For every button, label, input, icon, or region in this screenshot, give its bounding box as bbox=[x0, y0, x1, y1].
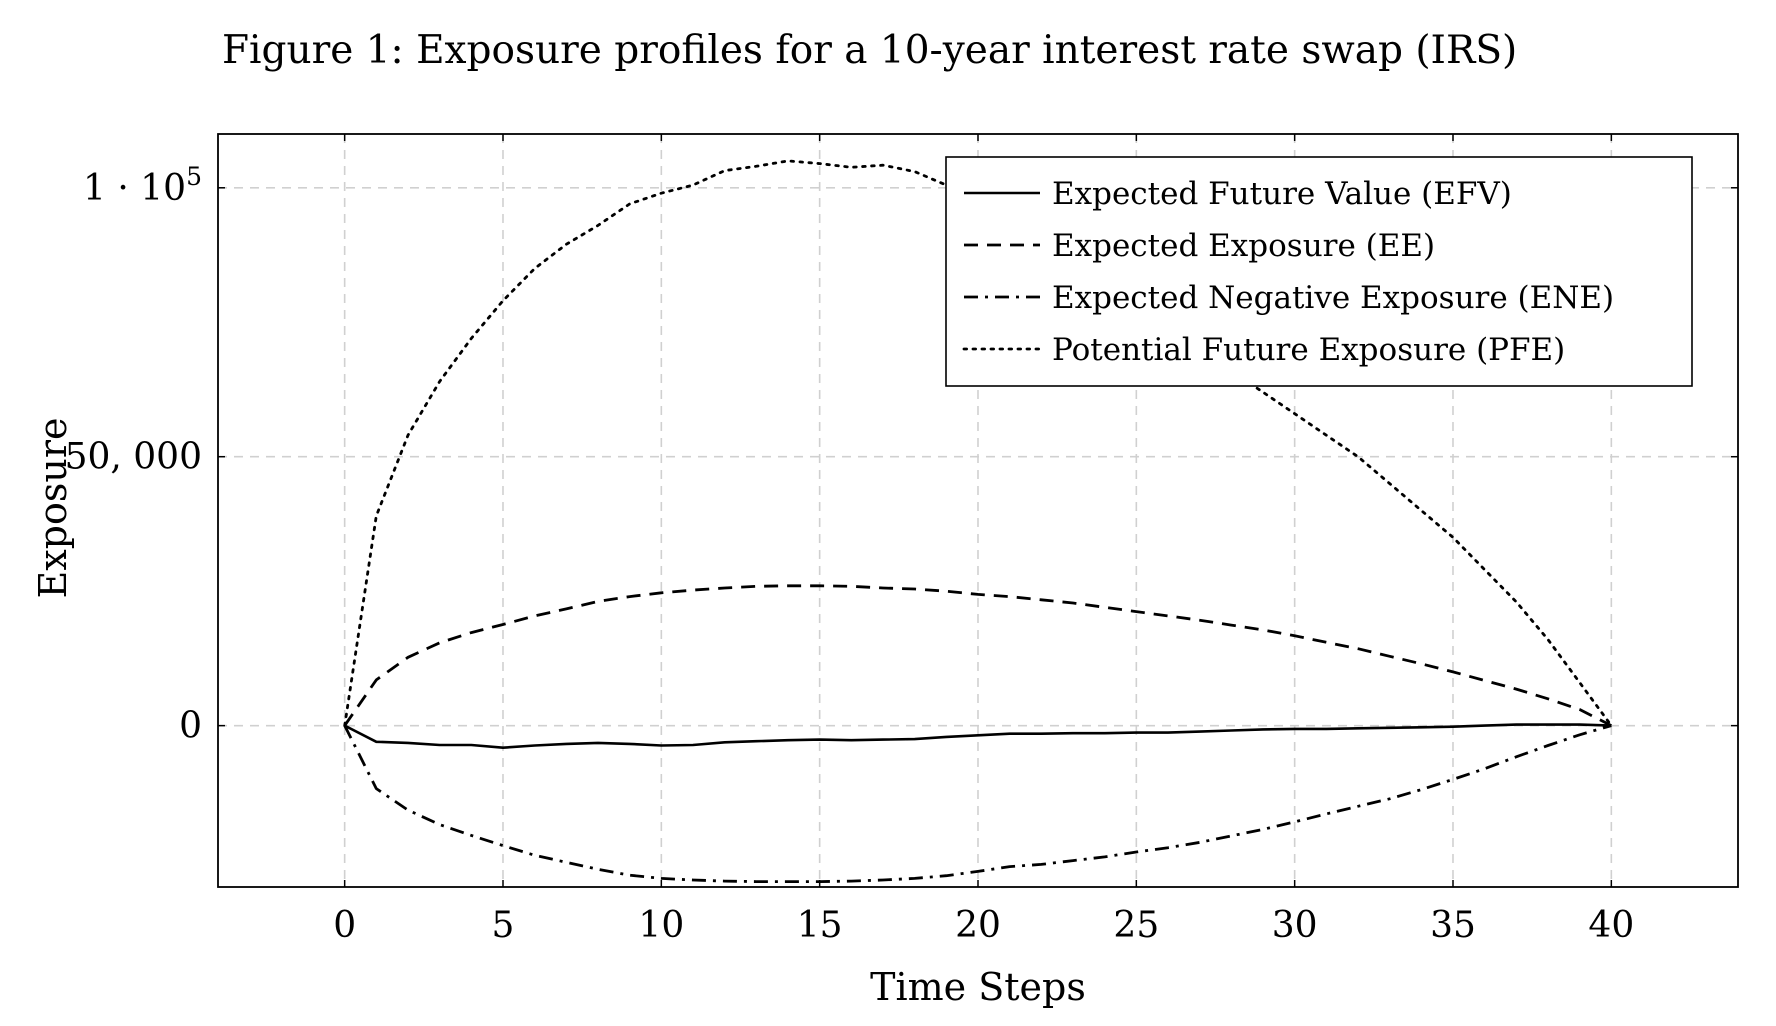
grid bbox=[218, 134, 1738, 887]
series-line-2 bbox=[343, 584, 1612, 727]
figure-title: Figure 1: Exposure profiles for a 10-yea… bbox=[222, 28, 1518, 73]
series-line-3 bbox=[343, 724, 1612, 883]
x-tick-label: 20 bbox=[955, 905, 1001, 946]
legend-label-4: Potential Future Exposure (PFE) bbox=[1052, 332, 1565, 368]
legend-label-2: Expected Exposure (EE) bbox=[1052, 228, 1435, 264]
x-tick-label: 30 bbox=[1272, 905, 1318, 946]
x-tick-label: 10 bbox=[638, 905, 684, 946]
x-axis-label: Time Steps bbox=[870, 965, 1086, 1009]
legend-label-1: Expected Future Value (EFV) bbox=[1052, 176, 1512, 212]
x-tick-label: 25 bbox=[1113, 905, 1159, 946]
y-axis-label: Exposure bbox=[31, 417, 75, 598]
legend-box bbox=[945, 156, 1693, 387]
x-tick-label: 5 bbox=[492, 905, 515, 946]
x-tick-label: 35 bbox=[1430, 905, 1476, 946]
legend-label-3: Expected Negative Exposure (ENE) bbox=[1052, 280, 1614, 316]
y-tick-label: 50, 000 bbox=[65, 437, 202, 478]
x-tick-label: 15 bbox=[797, 905, 843, 946]
x-tick-label: 0 bbox=[333, 905, 356, 946]
axis-ticks: 0 5 10 15 20 25 30 35 40 0 50, 000 1 · 105 bbox=[65, 134, 1738, 946]
x-tick-label: 40 bbox=[1588, 905, 1634, 946]
y-tick-label: 0 bbox=[179, 706, 202, 747]
legend: Expected Future Value (EFV) Expected Expo… bbox=[945, 156, 1693, 387]
series-line-1 bbox=[344, 723, 1612, 750]
y-tick-label: 1 · 105 bbox=[83, 162, 202, 209]
